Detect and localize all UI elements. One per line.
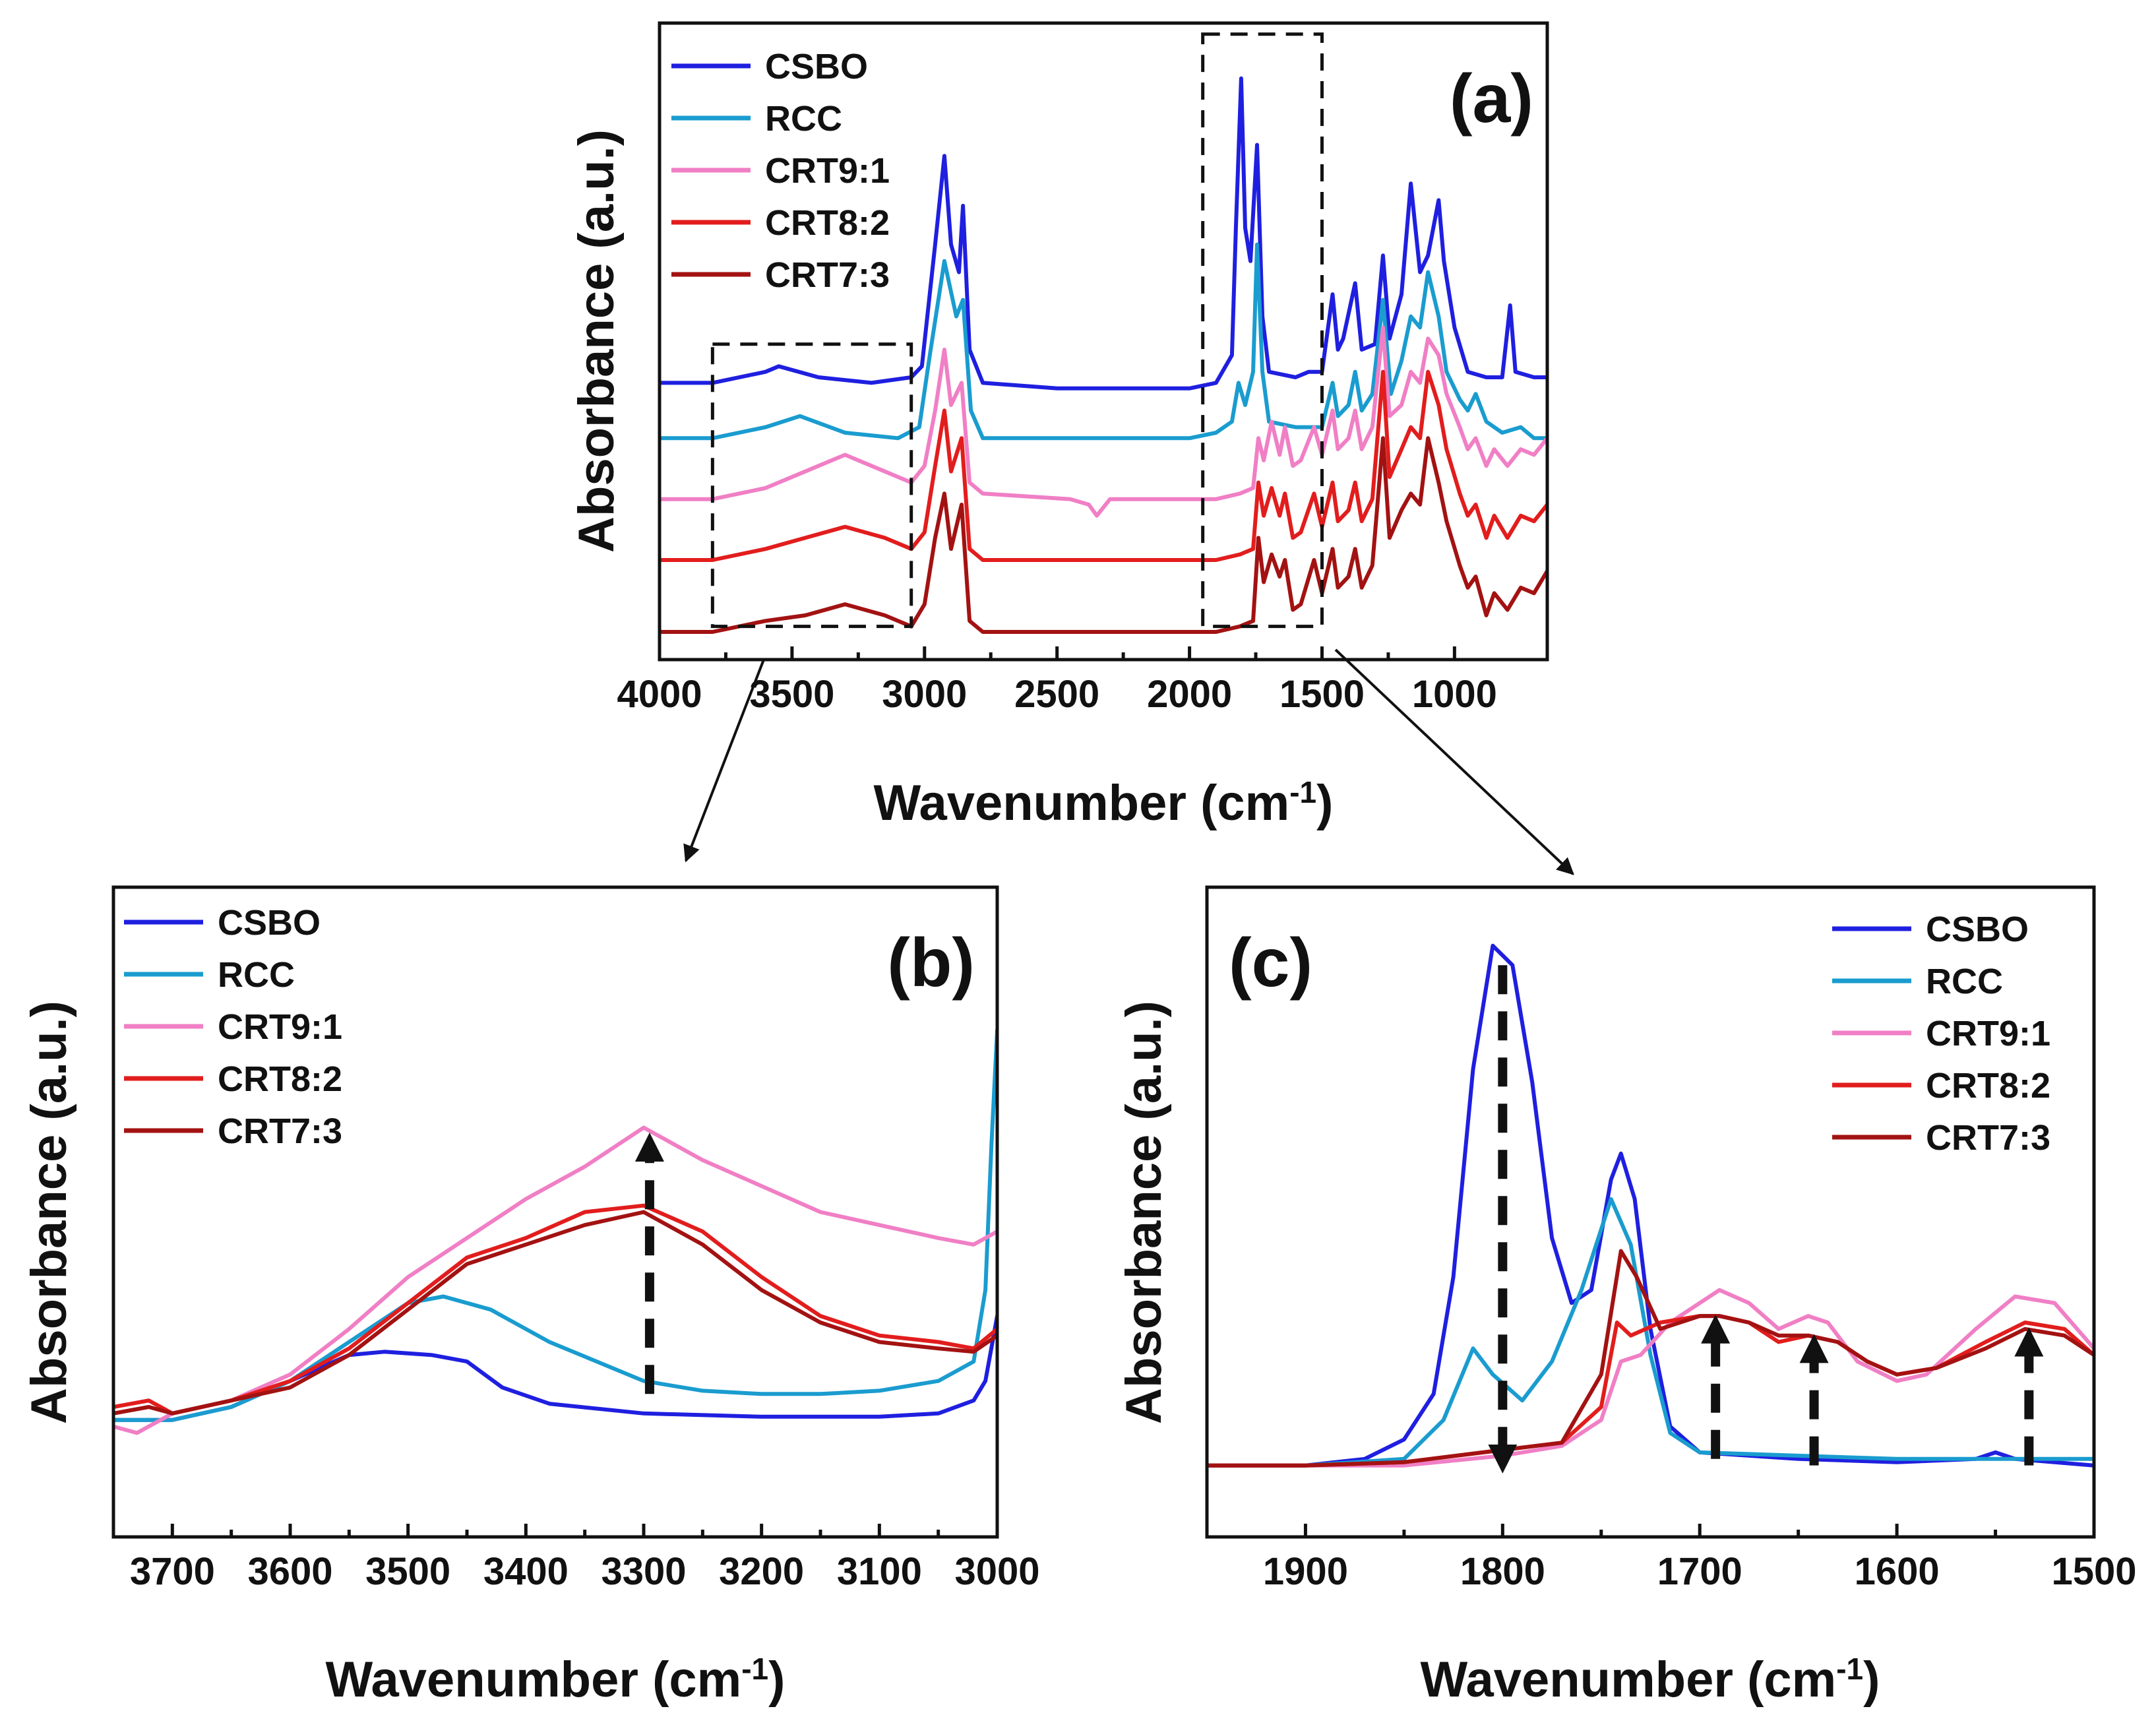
connector-arrow-to-panel-c	[1334, 648, 1574, 875]
panel-b-series-crt7-3	[113, 1210, 997, 1416]
panel-c-legend-label-crt7-3: CRT7:3	[1926, 1118, 2050, 1158]
panel-a-x-tick-label-2000: 2000	[1147, 673, 1232, 716]
panel-a-x-axis-title: Wavenumber (cm-1)	[874, 775, 1334, 831]
panel-b-legend-label-csbo: CSBO	[218, 903, 321, 943]
panel-a-x-tick-label-3500: 3500	[749, 673, 834, 716]
panel-a-zoom-box-1	[710, 342, 913, 629]
panel-a-x-tick-label-1000: 1000	[1412, 673, 1497, 716]
panel-c-series-crt7-3	[1207, 1249, 2094, 1468]
panel-c-y-axis-title: Absorbance (a.u.)	[1116, 1001, 1172, 1424]
panel-c-x-axis-title: Wavenumber (cm-1)	[1421, 1652, 1880, 1708]
panel-b-x-axis-title: Wavenumber (cm-1)	[326, 1652, 785, 1708]
panel-a-x-tick-label-4000: 4000	[617, 673, 702, 716]
panel-b-label: (b)	[887, 925, 975, 1001]
panel-b-x-tick-label-3000: 3000	[954, 1550, 1039, 1593]
panel-a-legend: CSBO RCC CRT9:1 CRT8:2 CRT7:3	[671, 47, 890, 295]
panel-c-x-tick-label-1800: 1800	[1460, 1550, 1545, 1593]
panel-b-x-tick-label-3500: 3500	[365, 1550, 450, 1593]
panel-a-legend-label-rcc: RCC	[765, 99, 842, 139]
panel-a-y-axis-title: Absorbance (a.u.)	[569, 129, 625, 553]
panel-b-x-tick-label-3400: 3400	[483, 1550, 569, 1593]
zoom-connectors	[683, 648, 1574, 875]
panel-c-legend-label-crt9-1: CRT9:1	[1926, 1014, 2050, 1053]
panel-a-frame	[658, 21, 1549, 662]
panel-c-legend: CSBO RCC CRT9:1 CRT8:2 CRT7:3	[1832, 910, 2050, 1158]
panel-a: 4000 3500 3000 2500 2000 1500 1000 CSBO RCC CRT9…	[569, 21, 1549, 831]
panel-b-x-tick-label-3700: 3700	[130, 1550, 215, 1593]
panel-b-legend-label-crt9-1: CRT9:1	[218, 1007, 342, 1047]
panel-a-series-crt7-3	[660, 436, 1547, 634]
panel-c-x-tick-label-1600: 1600	[1855, 1550, 1940, 1593]
panel-b-x-tick-label-3100: 3100	[837, 1550, 922, 1593]
panel-c-label: (c)	[1229, 925, 1312, 1001]
panel-c-series-csbo	[1207, 943, 2094, 1468]
panel-a-x-tick-label-1500: 1500	[1279, 673, 1365, 716]
panel-c-frame	[1205, 885, 2096, 1539]
panel-b-frame	[111, 885, 999, 1539]
panel-c-x-tick-label-1900: 1900	[1263, 1550, 1348, 1593]
panel-b-legend-label-crt7-3: CRT7:3	[218, 1111, 342, 1151]
panel-a-series-crt9-1	[660, 325, 1547, 518]
panel-a-legend-label-csbo: CSBO	[765, 47, 868, 86]
panel-b: 3700 3600 3500 3400 3300 3200 3100 3000 CSBO RCC…	[21, 885, 1040, 1708]
panel-c-x-tick-label-1700: 1700	[1657, 1550, 1742, 1593]
panel-a-legend-label-crt8-2: CRT8:2	[765, 203, 890, 243]
panel-c-legend-label-rcc: RCC	[1926, 962, 2003, 1001]
panel-a-legend-label-crt7-3: CRT7:3	[765, 255, 890, 295]
panel-b-legend-label-crt8-2: CRT8:2	[218, 1059, 342, 1099]
panel-a-x-tick-label-3000: 3000	[882, 673, 967, 716]
panel-a-series-csbo	[660, 76, 1547, 390]
panel-b-x-tick-label-3300: 3300	[601, 1550, 686, 1593]
panel-a-zoom-box-2	[1201, 32, 1324, 629]
panel-a-label: (a)	[1450, 61, 1533, 137]
panel-c-series-rcc	[1207, 1197, 2094, 1468]
panel-b-y-axis-title: Absorbance (a.u.)	[21, 1001, 77, 1424]
panel-c-legend-label-crt8-2: CRT8:2	[1926, 1066, 2050, 1106]
panel-b-legend-label-rcc: RCC	[218, 955, 295, 995]
connector-arrow-to-panel-b	[683, 659, 765, 863]
panel-c-legend-label-csbo: CSBO	[1926, 910, 2029, 949]
panel-c-series-crt9-1	[1207, 1288, 2094, 1468]
panel-a-series-rcc	[660, 242, 1547, 441]
panel-a-series-crt8-2	[660, 369, 1547, 562]
panel-a-x-tick-label-2500: 2500	[1014, 673, 1099, 716]
panel-b-series-crt9-1	[113, 1125, 997, 1435]
panel-c: 1900 1800 1700 1600 1500 CSBO RCC CRT9:1 CRT8:2…	[1116, 885, 2137, 1708]
panel-b-legend: CSBO RCC CRT9:1 CRT8:2 CRT7:3	[124, 903, 342, 1151]
panel-c-x-tick-label-1500: 1500	[2051, 1550, 2136, 1593]
panel-a-legend-label-crt9-1: CRT9:1	[765, 151, 890, 191]
panel-b-x-tick-label-3200: 3200	[719, 1550, 804, 1593]
panel-b-x-tick-label-3600: 3600	[247, 1550, 332, 1593]
